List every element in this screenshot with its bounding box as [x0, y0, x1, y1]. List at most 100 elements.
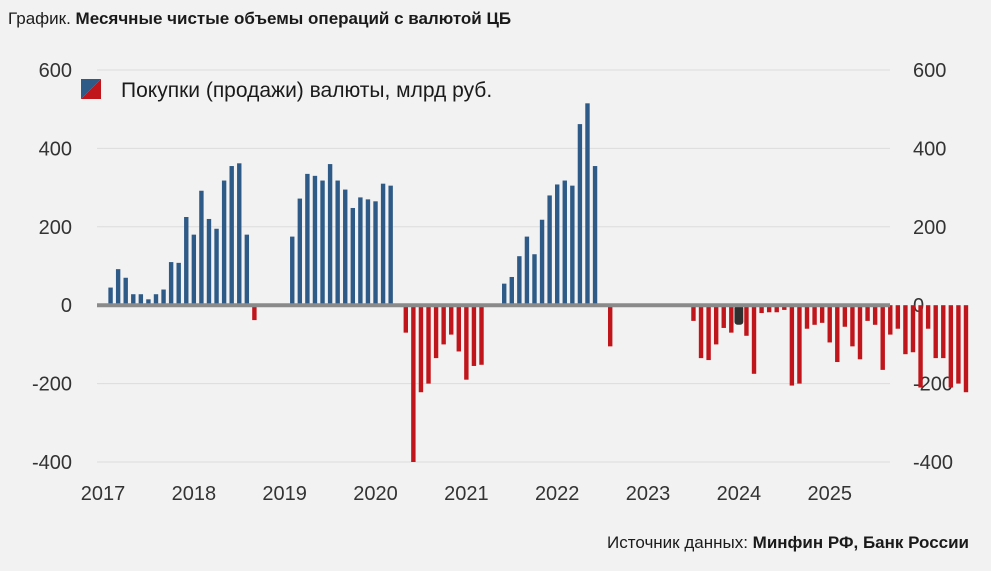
bar: [933, 305, 938, 359]
bar: [857, 305, 863, 360]
bar: [941, 305, 946, 359]
bar: [592, 166, 598, 306]
bar: [759, 305, 764, 314]
bar: [963, 305, 969, 393]
bar: [782, 305, 787, 310]
y-tick-left: 200: [39, 217, 72, 239]
bar: [532, 254, 537, 306]
x-tick-label: 2017: [81, 483, 126, 505]
bar: [153, 294, 159, 306]
bar: [766, 305, 772, 313]
bar: [539, 219, 545, 306]
bar: [312, 175, 318, 306]
bar: [607, 305, 613, 347]
source-main: Минфин РФ, Банк России: [752, 533, 969, 552]
bar: [585, 103, 590, 306]
x-tick-label: 2022: [535, 483, 580, 505]
y-tick-left: 600: [39, 60, 72, 82]
legend-swatch-negative: [81, 79, 101, 99]
x-tick-label: 2023: [626, 483, 671, 505]
bar: [403, 305, 408, 333]
bar: [206, 218, 212, 306]
bar: [804, 305, 810, 329]
bar: [327, 164, 333, 306]
bar: [161, 289, 166, 306]
bar: [555, 184, 560, 306]
bar: [433, 305, 439, 359]
legend-label: Покупки (продажи) валюты, млрд руб.: [121, 79, 492, 102]
x-tick-label: 2020: [353, 483, 398, 505]
bar: [123, 277, 128, 306]
bar: [827, 305, 832, 343]
bar: [108, 287, 113, 306]
bar: [426, 305, 431, 384]
bar: [479, 305, 484, 365]
bar: [895, 305, 901, 329]
y-tick-left: -400: [32, 452, 72, 474]
bar: [789, 305, 795, 386]
bar: [115, 269, 121, 306]
bar: [774, 305, 779, 313]
bar: [713, 305, 719, 345]
bar: [835, 305, 840, 363]
bar: [335, 180, 340, 306]
bar: [880, 305, 885, 370]
bar: [237, 163, 242, 306]
y-tick-right: 600: [913, 60, 946, 82]
bar: [850, 305, 855, 347]
bar: [502, 283, 507, 306]
bar: [471, 305, 477, 366]
bar: [562, 180, 567, 306]
bar: [320, 180, 325, 306]
bar: [819, 305, 825, 323]
bar: [244, 234, 250, 306]
bar: [464, 305, 469, 380]
bar: [191, 234, 197, 306]
bar: [547, 195, 552, 306]
bar: [956, 305, 961, 384]
bar: [729, 305, 734, 333]
bar: [456, 305, 461, 352]
bar: [297, 198, 303, 306]
bar: [176, 262, 181, 306]
bar: [888, 305, 893, 335]
bar: [441, 305, 446, 345]
bar: [199, 190, 204, 306]
bar: [373, 201, 378, 306]
bar: [214, 228, 219, 306]
bar: [842, 305, 848, 327]
bar: [131, 294, 136, 306]
bar: [903, 305, 908, 355]
bar: [577, 124, 583, 306]
bar: [380, 183, 386, 306]
y-tick-left: -200: [32, 374, 72, 396]
bar: [509, 276, 514, 306]
bar: [865, 305, 870, 321]
bar: [290, 236, 295, 306]
bar: [812, 305, 817, 325]
y-tick-right: 200: [913, 217, 946, 239]
chart-title: График. Месячные чистые объемы операций …: [8, 9, 511, 29]
bar: [517, 256, 522, 306]
bar: [365, 199, 371, 306]
y-tick-right: 400: [913, 138, 946, 160]
bar: [350, 207, 356, 306]
bar: [411, 305, 416, 462]
bar: [184, 217, 189, 306]
bar: [418, 305, 424, 393]
bar: [744, 305, 749, 336]
bar: [146, 299, 151, 306]
x-tick-label: 2021: [444, 483, 489, 505]
bar: [358, 197, 363, 306]
bar: [388, 185, 393, 306]
bar: [524, 236, 530, 306]
bar: [449, 305, 454, 335]
x-tick-label: 2025: [807, 483, 852, 505]
bar: [691, 305, 696, 321]
x-tick-label: 2018: [172, 483, 217, 505]
y-tick-left: 0: [61, 295, 72, 317]
x-tick-label: 2019: [262, 483, 307, 505]
data-source: Источник данных: Минфин РФ, Банк России: [607, 533, 969, 553]
y-tick-left: 400: [39, 138, 72, 160]
